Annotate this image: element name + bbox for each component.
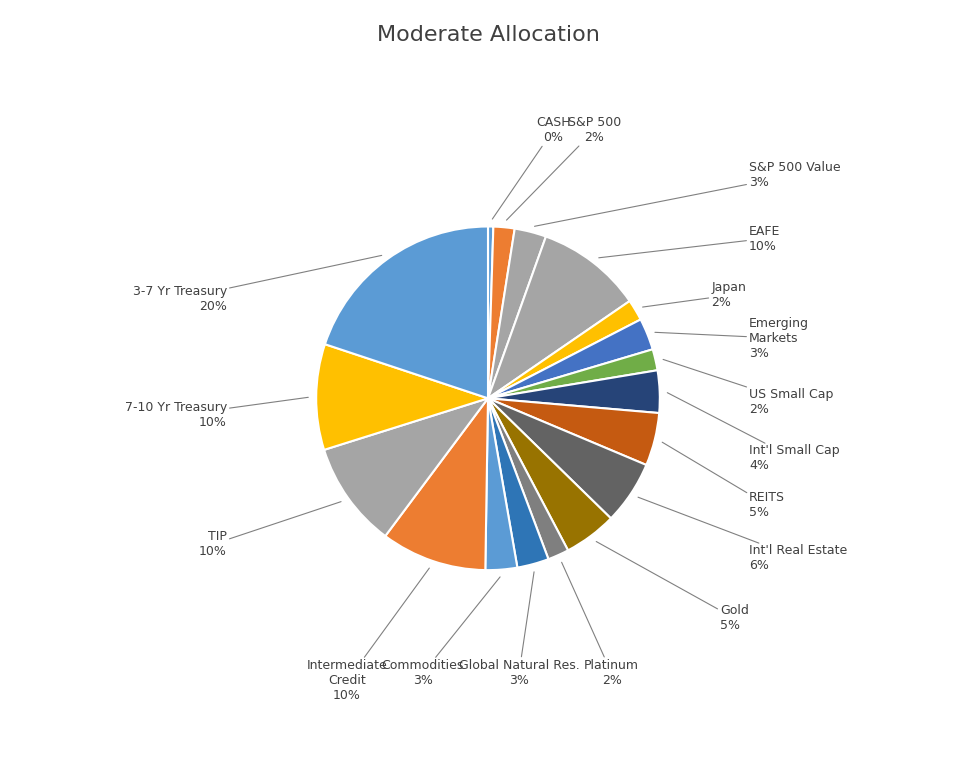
Text: Commodities
3%: Commodities 3% — [382, 577, 500, 687]
Text: TIP
10%: TIP 10% — [199, 501, 341, 558]
Wedge shape — [488, 229, 546, 398]
Wedge shape — [488, 301, 640, 398]
Wedge shape — [316, 344, 488, 450]
Text: REITS
5%: REITS 5% — [662, 442, 785, 519]
Wedge shape — [488, 398, 659, 465]
Text: Gold
5%: Gold 5% — [596, 541, 749, 633]
Wedge shape — [488, 319, 653, 398]
Wedge shape — [325, 226, 488, 398]
Wedge shape — [488, 398, 568, 559]
Text: Global Natural Res.
3%: Global Natural Res. 3% — [459, 572, 580, 687]
Wedge shape — [488, 226, 514, 398]
Text: Int'l Real Estate
6%: Int'l Real Estate 6% — [638, 497, 847, 572]
Wedge shape — [488, 398, 611, 551]
Wedge shape — [488, 398, 549, 568]
Wedge shape — [488, 226, 494, 398]
Text: US Small Cap
2%: US Small Cap 2% — [663, 359, 834, 415]
Text: 3-7 Yr Treasury
20%: 3-7 Yr Treasury 20% — [133, 255, 382, 312]
Text: Int'l Small Cap
4%: Int'l Small Cap 4% — [668, 393, 839, 473]
Wedge shape — [488, 370, 660, 413]
Wedge shape — [488, 398, 646, 519]
Wedge shape — [485, 398, 517, 570]
Text: S&P 500
2%: S&P 500 2% — [507, 116, 621, 220]
Text: 7-10 Yr Treasury
10%: 7-10 Yr Treasury 10% — [125, 398, 308, 430]
Wedge shape — [488, 349, 658, 398]
Wedge shape — [324, 398, 488, 536]
Text: S&P 500 Value
3%: S&P 500 Value 3% — [535, 161, 840, 226]
Title: Moderate Allocation: Moderate Allocation — [377, 25, 599, 45]
Text: CASH
0%: CASH 0% — [492, 116, 571, 219]
Text: EAFE
10%: EAFE 10% — [598, 224, 781, 258]
Text: Platinum
2%: Platinum 2% — [561, 562, 639, 687]
Text: Japan
2%: Japan 2% — [642, 281, 747, 309]
Text: Intermediate
Credit
10%: Intermediate Credit 10% — [306, 568, 429, 702]
Wedge shape — [386, 398, 488, 570]
Text: Emerging
Markets
3%: Emerging Markets 3% — [655, 316, 809, 360]
Wedge shape — [488, 237, 630, 398]
